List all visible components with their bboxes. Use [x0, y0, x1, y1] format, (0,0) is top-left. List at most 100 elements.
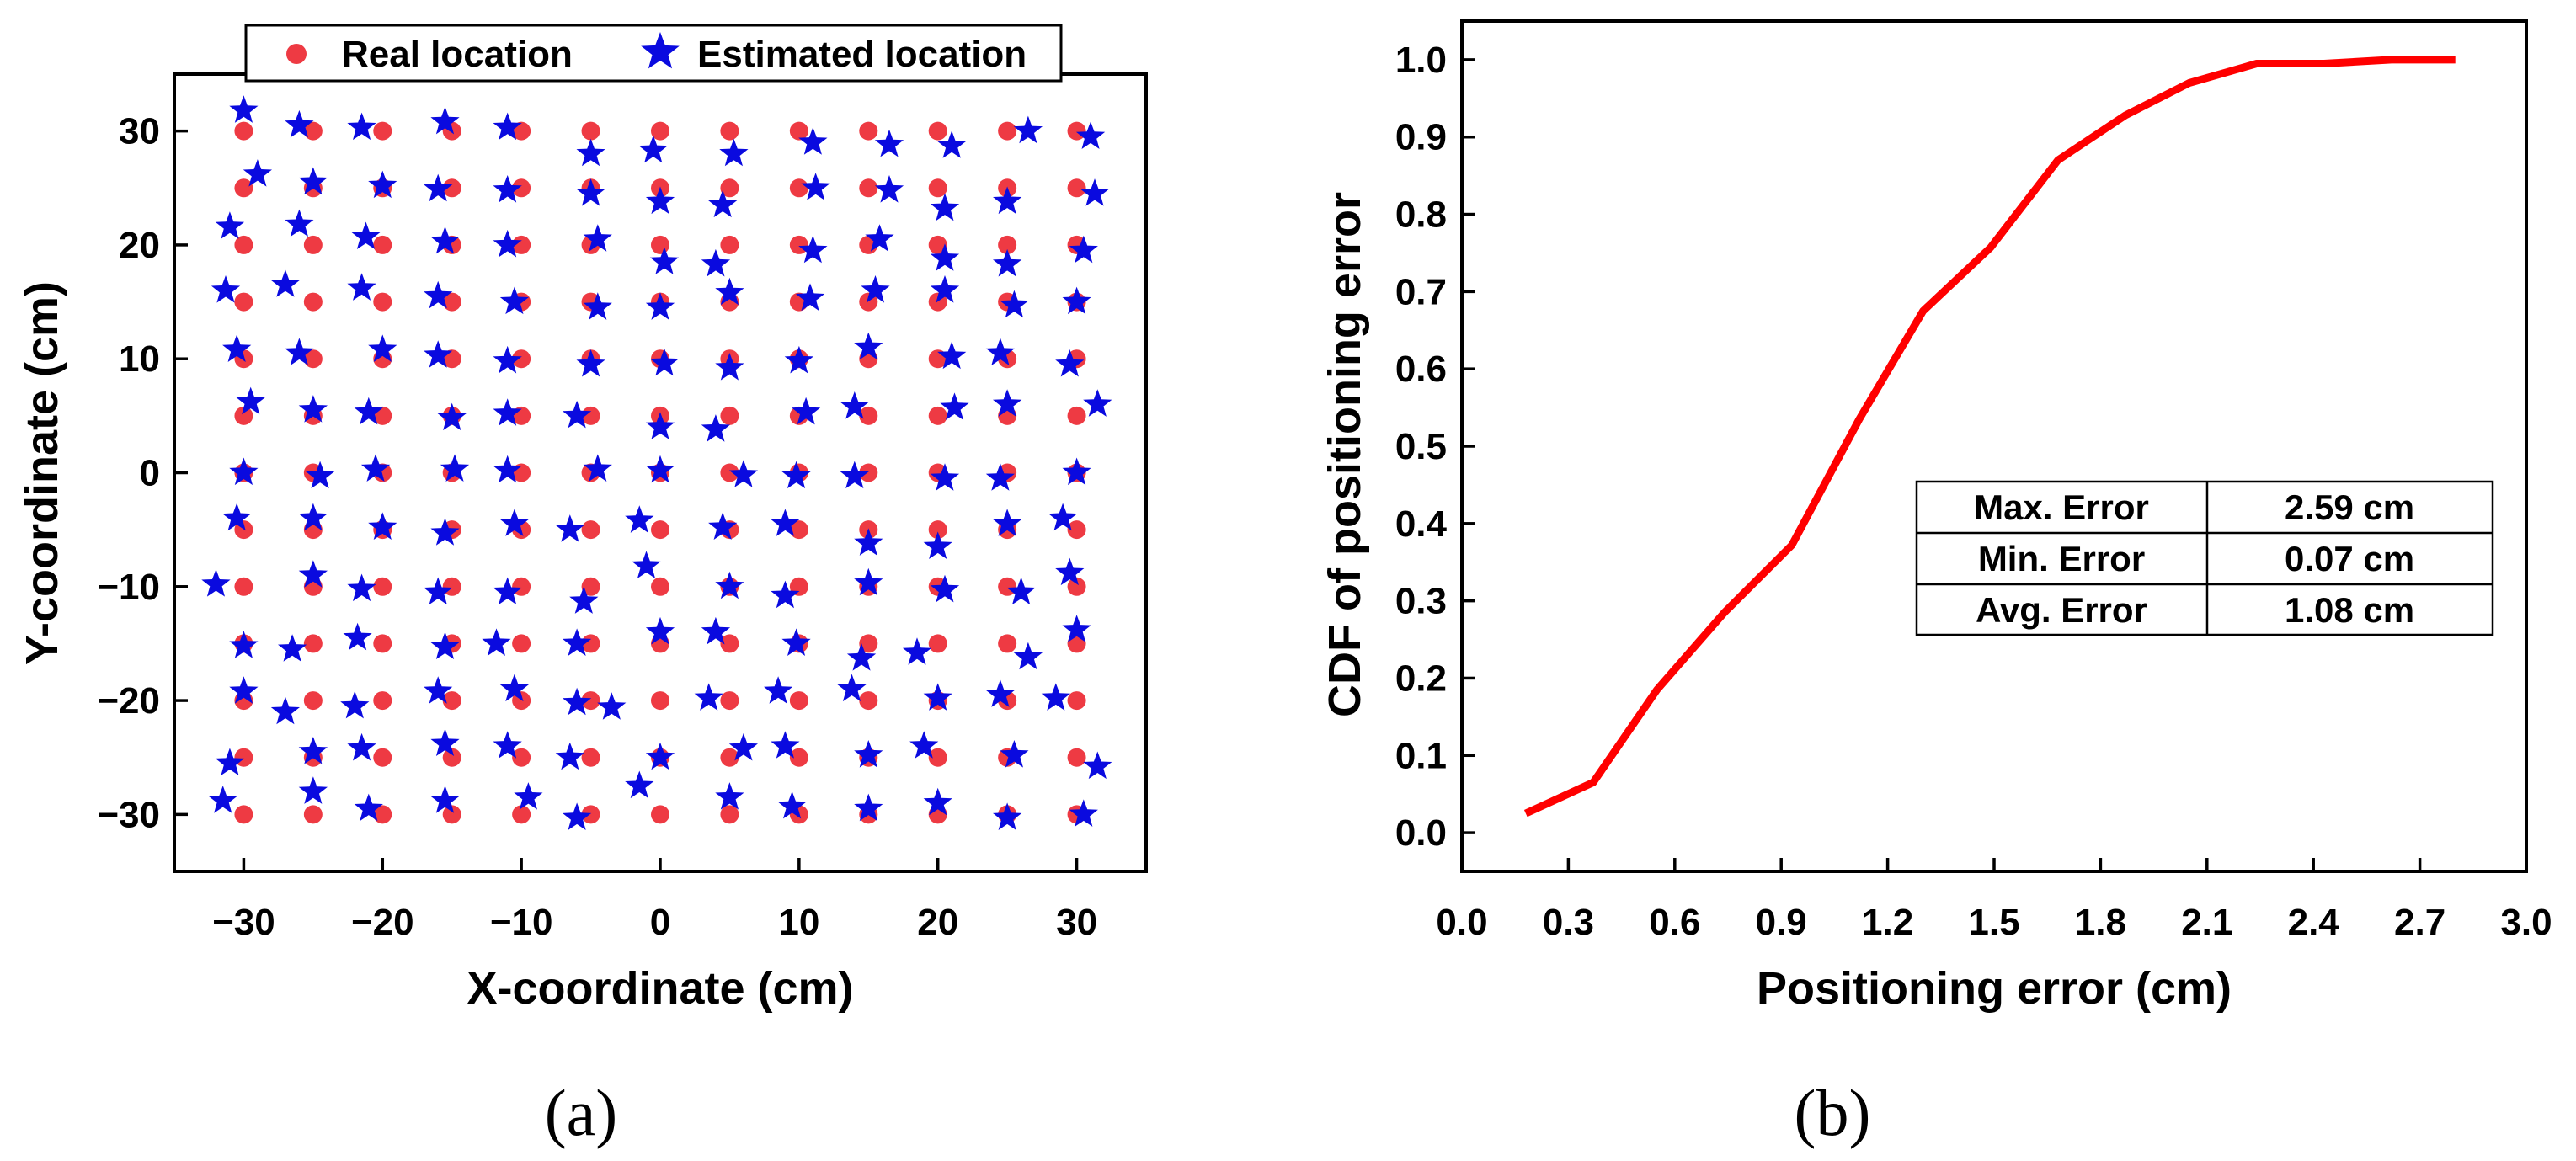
x-tick-label: 0.9	[1756, 902, 1807, 943]
estimated-location-point	[298, 776, 328, 804]
real-location-point	[442, 691, 461, 711]
y-tick-label: 0.5	[1395, 426, 1447, 467]
y-tick-label: 1.0	[1395, 40, 1447, 81]
estimated-location-point	[583, 454, 612, 482]
real-location-point	[928, 406, 947, 425]
estimated-location-point	[701, 616, 731, 645]
real-location-point	[512, 748, 531, 767]
estimated-location-point	[555, 514, 584, 542]
real-location-point	[928, 178, 947, 198]
real-location-point	[373, 235, 392, 254]
real-location-point	[720, 178, 739, 198]
estimated-location-point	[360, 454, 391, 482]
real-location-point	[234, 406, 253, 425]
cdf-data-point	[1656, 689, 1658, 690]
estimated-location-point	[937, 341, 967, 370]
cdf-data-point	[2391, 59, 2392, 61]
estimated-location-point	[993, 509, 1022, 536]
estimated-location-point	[795, 283, 825, 312]
estimated-location-point	[764, 676, 793, 704]
estimated-location-point	[861, 275, 890, 303]
estimated-location-point	[1062, 457, 1091, 486]
real-location-point	[720, 406, 739, 425]
y-tick-label: 30	[119, 111, 160, 152]
real-location-point	[581, 691, 600, 711]
real-location-point	[720, 691, 739, 711]
estimated-location-point	[430, 226, 460, 254]
estimated-location-point	[728, 460, 758, 487]
cdf-data-point	[1592, 781, 1594, 783]
estimated-location-point	[229, 631, 259, 658]
estimated-location-point	[930, 574, 960, 603]
real-location-point	[303, 121, 323, 141]
estimated-location-point	[347, 112, 376, 141]
estimated-location-point	[583, 292, 612, 320]
real-location-point	[581, 520, 600, 540]
estimated-location-point	[1041, 683, 1070, 711]
estimated-location-point	[424, 577, 453, 605]
real-location-point	[720, 634, 739, 653]
x-tick-label: 2.1	[2181, 902, 2232, 943]
real-location-point	[303, 634, 323, 653]
estimated-location-point	[493, 112, 522, 141]
estimated-location-point	[563, 687, 592, 716]
estimated-location-point	[437, 402, 467, 431]
real-location-point	[303, 235, 323, 254]
x-tick-label: 1.5	[1968, 902, 2019, 943]
estimated-location-point	[993, 186, 1022, 215]
panel-a-scatter: −30 −20 −10 0 10 20 30 −30 −20 −10 0 10 20 30 X-coord…	[17, 24, 1148, 1149]
real-location-point	[442, 292, 461, 312]
estimated-location-point	[632, 551, 661, 578]
real-location-point	[512, 349, 531, 369]
estimated-location-point	[902, 637, 932, 665]
estimated-location-point	[840, 461, 869, 489]
estimated-location-point	[715, 782, 744, 810]
cdf-data-point	[1923, 310, 1924, 312]
estimated-location-point	[285, 209, 314, 237]
real-location-point	[373, 748, 392, 767]
estimated-location-point	[1069, 235, 1098, 264]
estimated-location-point	[298, 560, 328, 588]
estimated-location-point	[347, 732, 376, 761]
estimated-location-point	[236, 386, 265, 415]
real-location-point	[373, 691, 392, 711]
estimated-location-point	[298, 737, 328, 764]
real-location-point	[789, 748, 808, 767]
y-tick-label: 0	[140, 453, 160, 494]
cdf-data-point	[2125, 115, 2126, 116]
estimated-location-point	[351, 221, 381, 249]
estimated-location-point	[854, 332, 883, 360]
estimated-location-point	[993, 389, 1022, 417]
estimated-location-point	[771, 509, 800, 536]
error-table: Max. Error 2.59 cm Min. Error 0.07 cm Av…	[1915, 480, 2494, 636]
estimated-location-point	[701, 248, 731, 277]
estimated-location-point	[923, 683, 952, 711]
real-location-point	[998, 235, 1017, 254]
estimated-location-point	[569, 586, 599, 614]
real-location-point	[234, 178, 253, 198]
estimated-location-point	[1069, 799, 1098, 827]
cdf-data-point	[1525, 812, 1527, 814]
real-location-point	[373, 577, 392, 596]
estimated-location-point	[846, 643, 877, 671]
real-location-point	[928, 235, 947, 254]
estimated-location-point	[923, 787, 952, 816]
estimated-location-point	[930, 243, 960, 271]
estimated-location-point	[1055, 349, 1085, 377]
cdf-data-point	[2057, 159, 2059, 161]
panel-b-label: (b)	[1795, 1076, 1871, 1149]
x-tick-label: 2.4	[2288, 902, 2340, 943]
estimated-location-point	[854, 793, 883, 822]
estimated-location-point	[347, 573, 376, 602]
estimated-location-point	[625, 505, 654, 533]
y-tick-label: 0.6	[1395, 349, 1447, 390]
estimated-location-point	[215, 748, 245, 775]
estimated-location-point	[985, 679, 1015, 707]
y-tick-label: −30	[97, 794, 160, 835]
error-table-value: 0.07 cm	[2285, 539, 2414, 578]
estimated-location-point	[874, 129, 904, 157]
estimated-location-point	[298, 503, 328, 531]
real-location-point	[651, 691, 669, 711]
real-location-point	[928, 121, 947, 141]
